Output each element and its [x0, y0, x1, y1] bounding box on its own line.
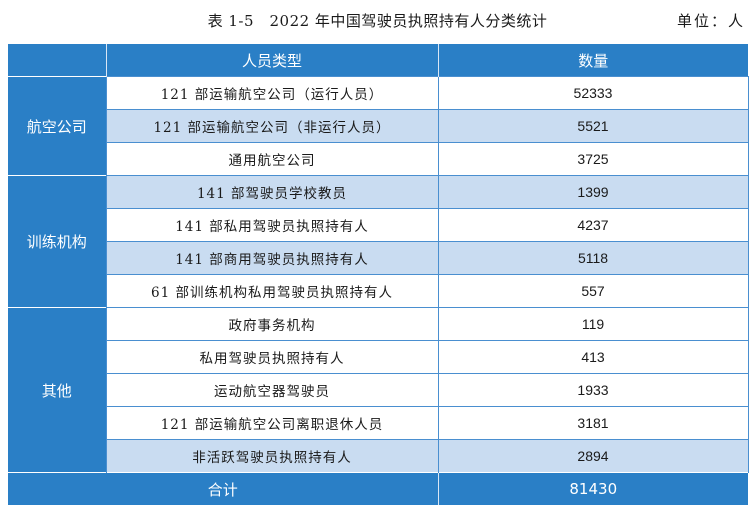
table-row: 141 部商用驾驶员执照持有人 5118 — [8, 241, 749, 275]
count-cell: 5521 — [437, 109, 749, 143]
category-cell: 训练机构 — [8, 175, 106, 308]
type-cell: 运动航空器驾驶员 — [105, 373, 438, 407]
table-row: 121 部运输航空公司离职退休人员 3181 — [8, 406, 749, 440]
type-cell: 141 部私用驾驶员执照持有人 — [105, 208, 438, 242]
count-cell: 3725 — [437, 142, 749, 176]
table-row: 61 部训练机构私用驾驶员执照持有人 557 — [8, 274, 749, 308]
table-row: 运动航空器驾驶员 1933 — [8, 373, 749, 407]
table-row: 121 部运输航空公司（非运行人员） 5521 — [8, 109, 749, 143]
table-row: 非活跃驾驶员执照持有人 2894 — [8, 439, 749, 473]
header-row: 人员类型 数量 — [8, 44, 748, 77]
count-cell: 557 — [437, 274, 749, 308]
unit-label: 单位：人 — [676, 12, 745, 30]
category-cell: 其他 — [8, 307, 106, 473]
type-cell: 私用驾驶员执照持有人 — [105, 340, 438, 374]
type-cell: 61 部训练机构私用驾驶员执照持有人 — [105, 274, 438, 308]
count-cell: 3181 — [437, 406, 749, 440]
category-cell: 航空公司 — [8, 76, 106, 176]
table-row: 其他 政府事务机构 119 — [8, 307, 749, 473]
type-cell: 141 部商用驾驶员执照持有人 — [105, 241, 438, 275]
count-cell: 4237 — [437, 208, 749, 242]
count-cell: 119 — [437, 307, 749, 341]
total-row: 合计 81430 — [8, 472, 748, 505]
type-cell: 非活跃驾驶员执照持有人 — [105, 439, 438, 473]
table-title: 表 1-5 2022 年中国驾驶员执照持有人分类统计 — [207, 12, 548, 30]
type-cell: 121 部运输航空公司（非运行人员） — [105, 109, 438, 143]
type-cell: 通用航空公司 — [105, 142, 438, 176]
count-cell: 1399 — [437, 175, 749, 209]
pilot-statistics-table: 人员类型 数量 航空公司 121 部运输航空公司（运行人员） 52333 121… — [8, 44, 749, 505]
header-count: 数量 — [437, 44, 748, 77]
total-label: 合计 — [8, 472, 438, 505]
table-row: 通用航空公司 3725 — [8, 142, 749, 176]
count-cell: 5118 — [437, 241, 749, 275]
count-cell: 1933 — [437, 373, 749, 407]
table-row: 私用驾驶员执照持有人 413 — [8, 340, 749, 374]
type-cell: 121 部运输航空公司（运行人员） — [105, 76, 438, 110]
count-cell: 52333 — [437, 76, 749, 110]
count-cell: 413 — [437, 340, 749, 374]
header-category — [8, 44, 106, 77]
type-cell: 141 部驾驶员学校教员 — [105, 175, 438, 209]
count-cell: 2894 — [437, 439, 749, 473]
table-row: 141 部私用驾驶员执照持有人 4237 — [8, 208, 749, 242]
table-row: 航空公司 121 部运输航空公司（运行人员） 52333 — [8, 76, 749, 176]
type-cell: 政府事务机构 — [105, 307, 438, 341]
table-caption: 表 1-5 2022 年中国驾驶员执照持有人分类统计 单位：人 — [0, 0, 755, 44]
type-cell: 121 部运输航空公司离职退休人员 — [105, 406, 438, 440]
table-row: 训练机构 141 部驾驶员学校教员 1399 — [8, 175, 749, 308]
header-type: 人员类型 — [105, 44, 438, 77]
total-count: 81430 — [437, 472, 748, 505]
